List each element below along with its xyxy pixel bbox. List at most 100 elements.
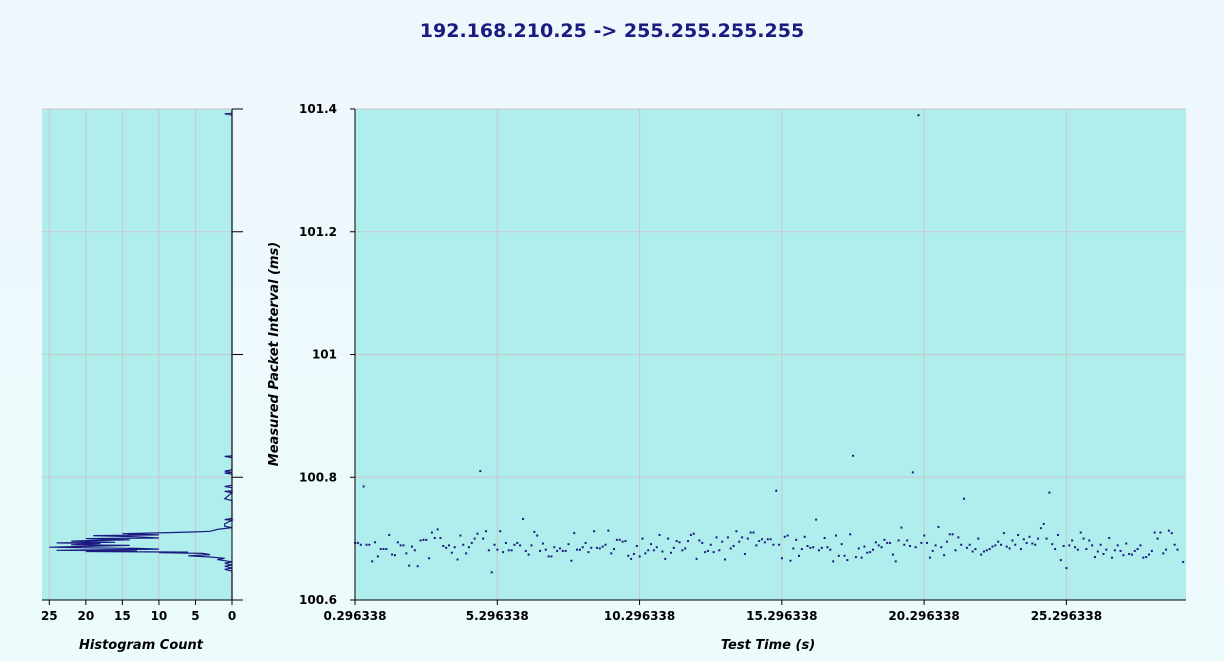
scatter-point: [1176, 548, 1179, 551]
scatter-point: [1105, 548, 1108, 551]
scatter-point: [988, 548, 991, 551]
scatter-point: [371, 560, 374, 563]
scatter-point: [980, 553, 983, 556]
scatter-point: [917, 114, 920, 117]
scatter-point: [672, 546, 675, 549]
scatter-point: [1136, 548, 1139, 551]
scatter-point: [1014, 543, 1017, 546]
scatter-point: [1071, 539, 1074, 542]
scatter-point: [601, 545, 604, 548]
scatter-point: [396, 541, 399, 544]
scatter-y-tick-label: 101.4: [299, 102, 337, 116]
scatter-point: [726, 536, 729, 539]
scatter-point: [1099, 543, 1102, 546]
scatter-point: [624, 540, 627, 543]
scatter-x-tick-label: 5.296338: [466, 609, 529, 623]
scatter-point: [388, 533, 391, 536]
scatter-point: [638, 555, 641, 558]
scatter-y-tick-label: 100.8: [299, 470, 337, 484]
scatter-point: [994, 544, 997, 547]
scatter-point: [465, 552, 468, 555]
scatter-point: [948, 533, 951, 536]
scatter-point: [681, 549, 684, 552]
scatter-point: [448, 544, 451, 547]
scatter-point: [874, 541, 877, 544]
scatter-point: [869, 551, 872, 554]
scatter-point: [610, 552, 613, 555]
scatter-point: [817, 549, 820, 552]
histogram-x-tick-label: 25: [41, 609, 58, 623]
scatter-point: [1088, 539, 1091, 542]
scatter-point: [362, 485, 365, 488]
scatter-point: [778, 543, 781, 546]
scatter-point: [1133, 549, 1136, 552]
scatter-point: [752, 531, 755, 534]
scatter-point: [547, 555, 550, 558]
scatter-x-axis-label: Test Time (s): [721, 638, 815, 653]
scatter-point: [832, 560, 835, 563]
scatter-point: [1093, 556, 1096, 559]
scatter-point: [738, 540, 741, 543]
scatter-point: [1122, 554, 1125, 557]
scatter-point: [732, 544, 735, 547]
scatter-point: [923, 534, 926, 537]
scatter-point: [385, 548, 388, 551]
scatter-point: [920, 541, 923, 544]
scatter-y-tick-label: 101: [312, 348, 337, 362]
scatter-point: [971, 550, 974, 553]
scatter-point: [678, 541, 681, 544]
scatter-point: [564, 549, 567, 552]
scatter-point: [963, 497, 966, 500]
scatter-point: [692, 532, 695, 535]
scatter-point: [664, 557, 667, 560]
scatter-point: [729, 547, 732, 550]
scatter-point: [721, 540, 724, 543]
scatter-point: [524, 549, 527, 552]
scatter-x-tick-label: 15.296338: [746, 609, 817, 623]
scatter-y-tick-label: 101.2: [299, 225, 337, 239]
scatter-point: [459, 534, 462, 537]
scatter-point: [911, 471, 914, 474]
scatter-point: [484, 530, 487, 533]
scatter-point: [359, 543, 362, 546]
scatter-point: [467, 546, 470, 549]
scatter-point: [1056, 533, 1059, 536]
scatter-point: [724, 558, 727, 561]
scatter-point: [883, 538, 886, 541]
scatter-point: [368, 543, 371, 546]
scatter-x-tick-label: 10.296338: [604, 609, 675, 623]
scatter-point: [513, 543, 516, 546]
scatter-x-tick-label: 20.296338: [888, 609, 959, 623]
scatter-point: [906, 539, 909, 542]
scatter-point: [496, 548, 499, 551]
scatter-point: [1159, 531, 1162, 534]
scatter-point: [914, 546, 917, 549]
scatter-point: [783, 535, 786, 538]
scatter-point: [1002, 532, 1005, 535]
scatter-point: [356, 541, 359, 544]
scatter-point: [795, 538, 798, 541]
scatter-point: [1039, 527, 1042, 530]
scatter-point: [849, 533, 852, 536]
scatter-point: [393, 554, 396, 557]
scatter-point: [877, 544, 880, 547]
scatter-point: [1091, 544, 1094, 547]
scatter-point: [635, 544, 638, 547]
scatter-point: [536, 534, 539, 537]
scatter-point: [991, 545, 994, 548]
scatter-point: [786, 534, 789, 537]
scatter-point: [772, 543, 775, 546]
scatter-point: [889, 541, 892, 544]
scatter-point: [556, 549, 559, 552]
scatter-point: [402, 544, 405, 547]
scatter-point: [997, 540, 1000, 543]
scatter-point: [1042, 522, 1045, 525]
scatter-point: [837, 554, 840, 557]
scatter-point: [641, 537, 644, 540]
histogram-x-tick-label: 10: [151, 609, 168, 623]
scatter-point: [809, 546, 812, 549]
scatter-point: [1162, 552, 1165, 555]
scatter-point: [897, 539, 900, 542]
scatter-point: [974, 548, 977, 551]
